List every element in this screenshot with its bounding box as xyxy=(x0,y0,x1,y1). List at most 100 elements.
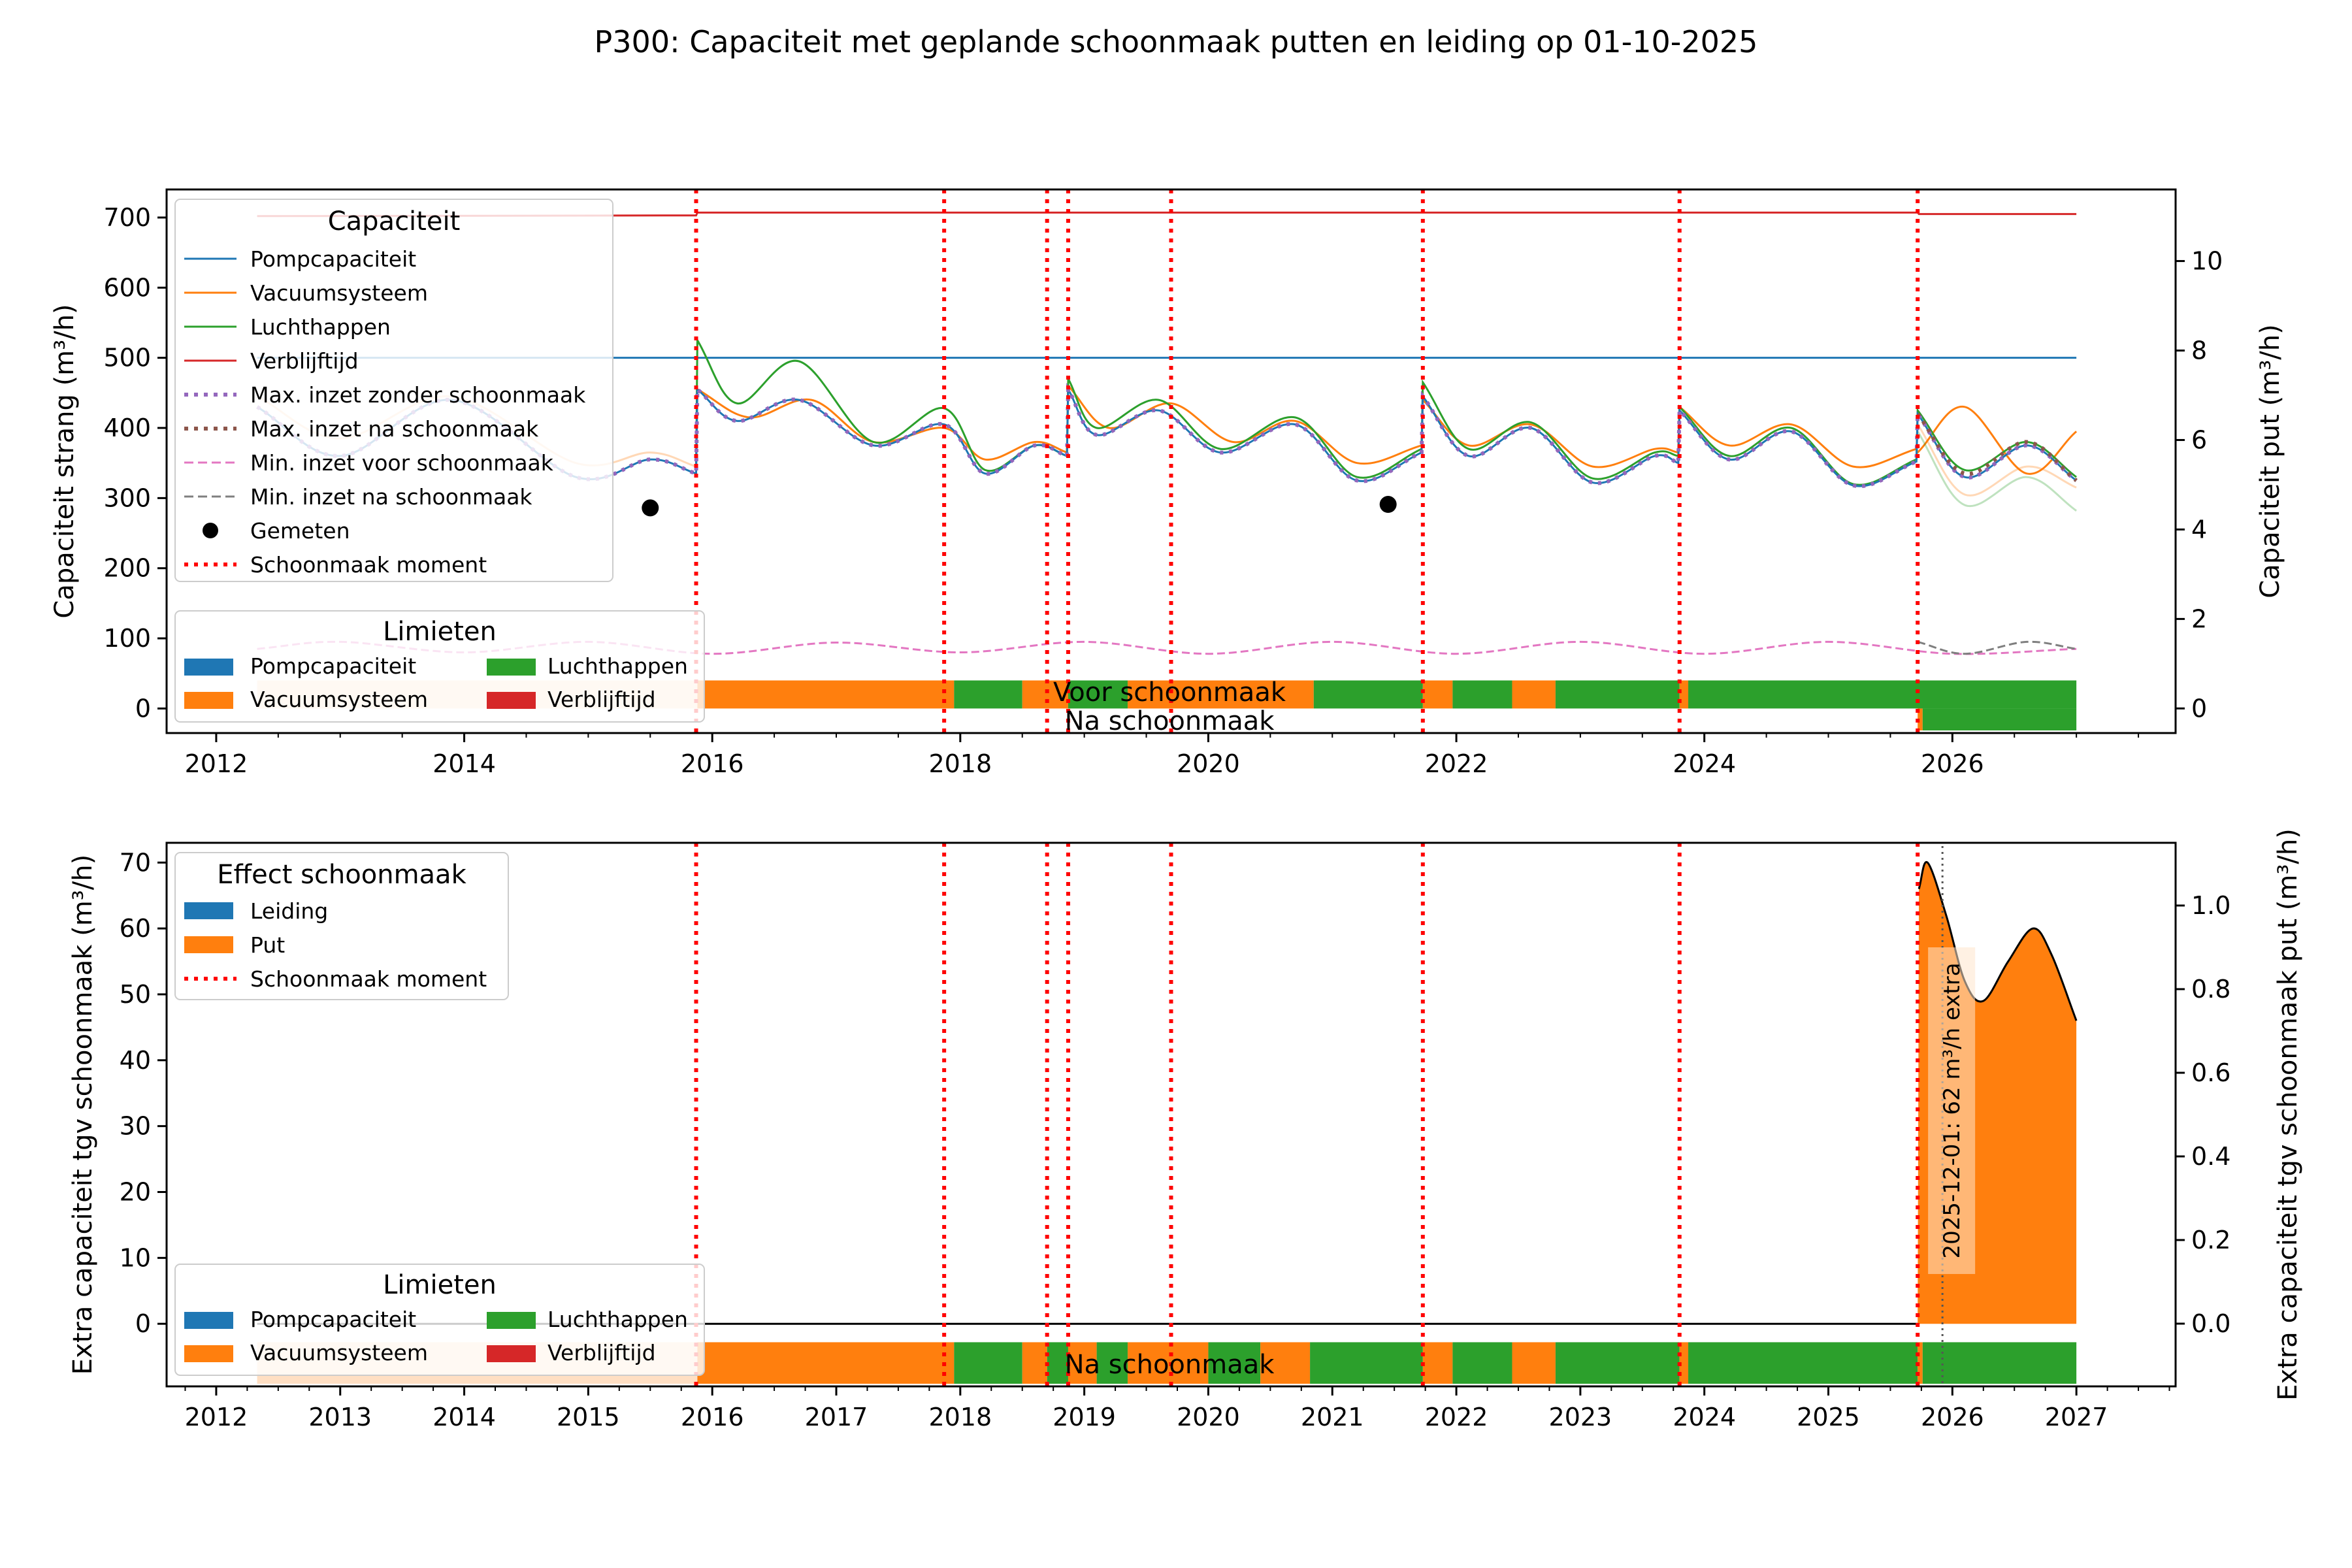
legend-label: Gemeten xyxy=(250,518,350,544)
legend-label: Leiding xyxy=(250,898,328,924)
legend-label: Max. inzet zonder schoonmaak xyxy=(250,382,586,408)
legend-label: Luchthappen xyxy=(547,653,688,679)
series-luchthappen xyxy=(695,336,2077,486)
limit-band-segment xyxy=(1679,680,1689,709)
y-tick-label: 600 xyxy=(103,273,151,302)
y-tick-label: 100 xyxy=(103,624,151,653)
legend-limieten-title: Limieten xyxy=(383,1270,497,1300)
legend-capaciteit: Capaciteit Pompcapaciteit Vacuumsysteem … xyxy=(174,199,613,582)
legend-label: Pompcapaciteit xyxy=(250,653,416,679)
legend-capaciteit-title: Capaciteit xyxy=(328,206,461,237)
legend-effect: Effect schoonmaak Leiding Put Schoonmaak… xyxy=(174,852,509,1000)
series-verblijftijd xyxy=(257,211,2077,218)
x-tick-label: 2018 xyxy=(928,749,992,778)
x-tick-label: 2012 xyxy=(185,1403,248,1431)
y2-tick-label: 8 xyxy=(2191,336,2207,365)
legend-entry: Verblijftijd xyxy=(184,348,359,374)
limit-band-segment xyxy=(1313,680,1423,709)
y-tick-label: 700 xyxy=(103,203,151,232)
y2-tick-label: 1.0 xyxy=(2191,891,2230,920)
legend-entry: Max. inzet zonder schoonmaak xyxy=(184,382,586,408)
legend-limieten-top: Limieten Pompcapaciteit Luchthappen Vacu… xyxy=(174,610,705,723)
limit-band-segment xyxy=(1260,1342,1311,1384)
legend-label: Verblijftijd xyxy=(250,348,359,374)
limit-band-segment xyxy=(1922,708,2077,730)
y2-tick-label: 6 xyxy=(2191,425,2207,454)
limit-band-segment xyxy=(1555,1342,1680,1384)
x-tick-label: 2020 xyxy=(1177,749,1240,778)
limit-band-segment xyxy=(1128,1342,1209,1384)
limit-band-segment xyxy=(1452,1342,1512,1384)
y-tick-label: 0 xyxy=(135,694,151,723)
band-label-voor: Voor schoonmaak xyxy=(1053,678,1286,708)
top-axes-frame xyxy=(165,188,2177,734)
legend-label: Verblijftijd xyxy=(547,687,656,712)
legend-entry: Gemeten xyxy=(203,518,350,544)
top-axes-ticks: 2012 2014 2016 2018 2020 2022 2024 202601002003… xyxy=(103,203,2223,778)
y-tick-label: 400 xyxy=(103,414,151,442)
annotation-text: 2025-12-01: 62 m³/h extra xyxy=(1939,962,1965,1258)
legend-label: Max. inzet na schoonmaak xyxy=(250,416,539,442)
legend-entry: Pompcapaciteit xyxy=(184,1307,416,1332)
limit-band-segment xyxy=(1679,1342,1689,1384)
legend-entry: Schoonmaak moment xyxy=(184,966,487,992)
legend-entry: Vacuumsysteem xyxy=(184,1340,428,1365)
top-y2label: Capaciteit put (m³/h) xyxy=(2255,324,2285,598)
legend-entry: Put xyxy=(184,932,285,958)
y-tick-label: 20 xyxy=(120,1177,151,1206)
limit-band-segment xyxy=(1022,680,1068,709)
x-tick-label: 2022 xyxy=(1425,749,1488,778)
legend-entry: Max. inzet na schoonmaak xyxy=(184,416,539,442)
bottom-plot-area: 2025-12-01: 62 m³/h extra xyxy=(257,843,2078,1386)
limit-band-segment xyxy=(1047,1342,1068,1384)
limit-band-segment xyxy=(1422,1342,1453,1384)
legend-entry: Luchthappen xyxy=(184,314,391,340)
limit-band-segment xyxy=(954,680,1022,709)
legend-entry: Pompcapaciteit xyxy=(184,653,416,679)
limit-band-segment xyxy=(1422,680,1453,709)
limit-band-segment xyxy=(697,680,955,709)
bottom-panel: 2025-12-01: 62 m³/h extra 2012 2013 2014 20… xyxy=(68,828,2303,1431)
x-tick-label: 2020 xyxy=(1177,1403,1240,1431)
x-tick-label: 2026 xyxy=(1921,749,1984,778)
limit-band-segment xyxy=(1096,1342,1128,1384)
y2-tick-label: 0.4 xyxy=(2191,1142,2230,1171)
limit-band-segment xyxy=(1688,680,2077,709)
legend-entry: Leiding xyxy=(184,898,328,924)
legend-label: Vacuumsysteem xyxy=(250,1340,428,1365)
y2-tick-label: 0.2 xyxy=(2191,1226,2230,1254)
limit-band-segment xyxy=(1022,1342,1047,1384)
bottom-axes-ticks: 2012 2013 2014 2015 2016 2017 2018 2019 2020 2021… xyxy=(120,848,2231,1431)
legend-label: Luchthappen xyxy=(547,1307,688,1332)
y-tick-label: 0 xyxy=(135,1309,151,1338)
legend-label: Luchthappen xyxy=(250,314,391,340)
legend-label: Min. inzet na schoonmaak xyxy=(250,484,532,510)
series-min-na xyxy=(1917,640,2077,655)
legend-label: Schoonmaak moment xyxy=(250,966,487,992)
legend-entry: Vacuumsysteem xyxy=(184,687,428,712)
x-tick-label: 2024 xyxy=(1673,749,1736,778)
y-tick-label: 500 xyxy=(103,344,151,372)
limit-band-segment xyxy=(1128,680,1314,709)
legend-entry: Pompcapaciteit xyxy=(184,246,416,272)
top-ylabel: Capaciteit strang (m³/h) xyxy=(50,304,80,618)
y-tick-label: 40 xyxy=(120,1046,151,1075)
figure-title: P300: Capaciteit met geplande schoonmaak… xyxy=(595,24,1758,59)
x-tick-label: 2014 xyxy=(433,1403,496,1431)
x-tick-label: 2018 xyxy=(928,1403,992,1431)
legend-entry: Min. inzet na schoonmaak xyxy=(184,484,532,510)
y2-tick-label: 0.6 xyxy=(2191,1058,2230,1087)
legend-entry: Vacuumsysteem xyxy=(184,280,428,306)
series-vacuumsysteem xyxy=(695,383,2078,475)
x-tick-label: 2024 xyxy=(1673,1403,1736,1431)
annotation-box xyxy=(1928,947,1976,1274)
y-tick-label: 30 xyxy=(120,1112,151,1141)
area-put-outline xyxy=(1918,861,2078,1021)
limit-band-segment xyxy=(1068,1342,1097,1384)
x-tick-label: 2022 xyxy=(1425,1403,1488,1431)
legend-entry: Verblijftijd xyxy=(487,687,656,712)
series-max-inzet-zonder xyxy=(256,382,2078,489)
limit-band-segment xyxy=(1918,1342,1923,1384)
y-tick-label: 200 xyxy=(103,554,151,583)
